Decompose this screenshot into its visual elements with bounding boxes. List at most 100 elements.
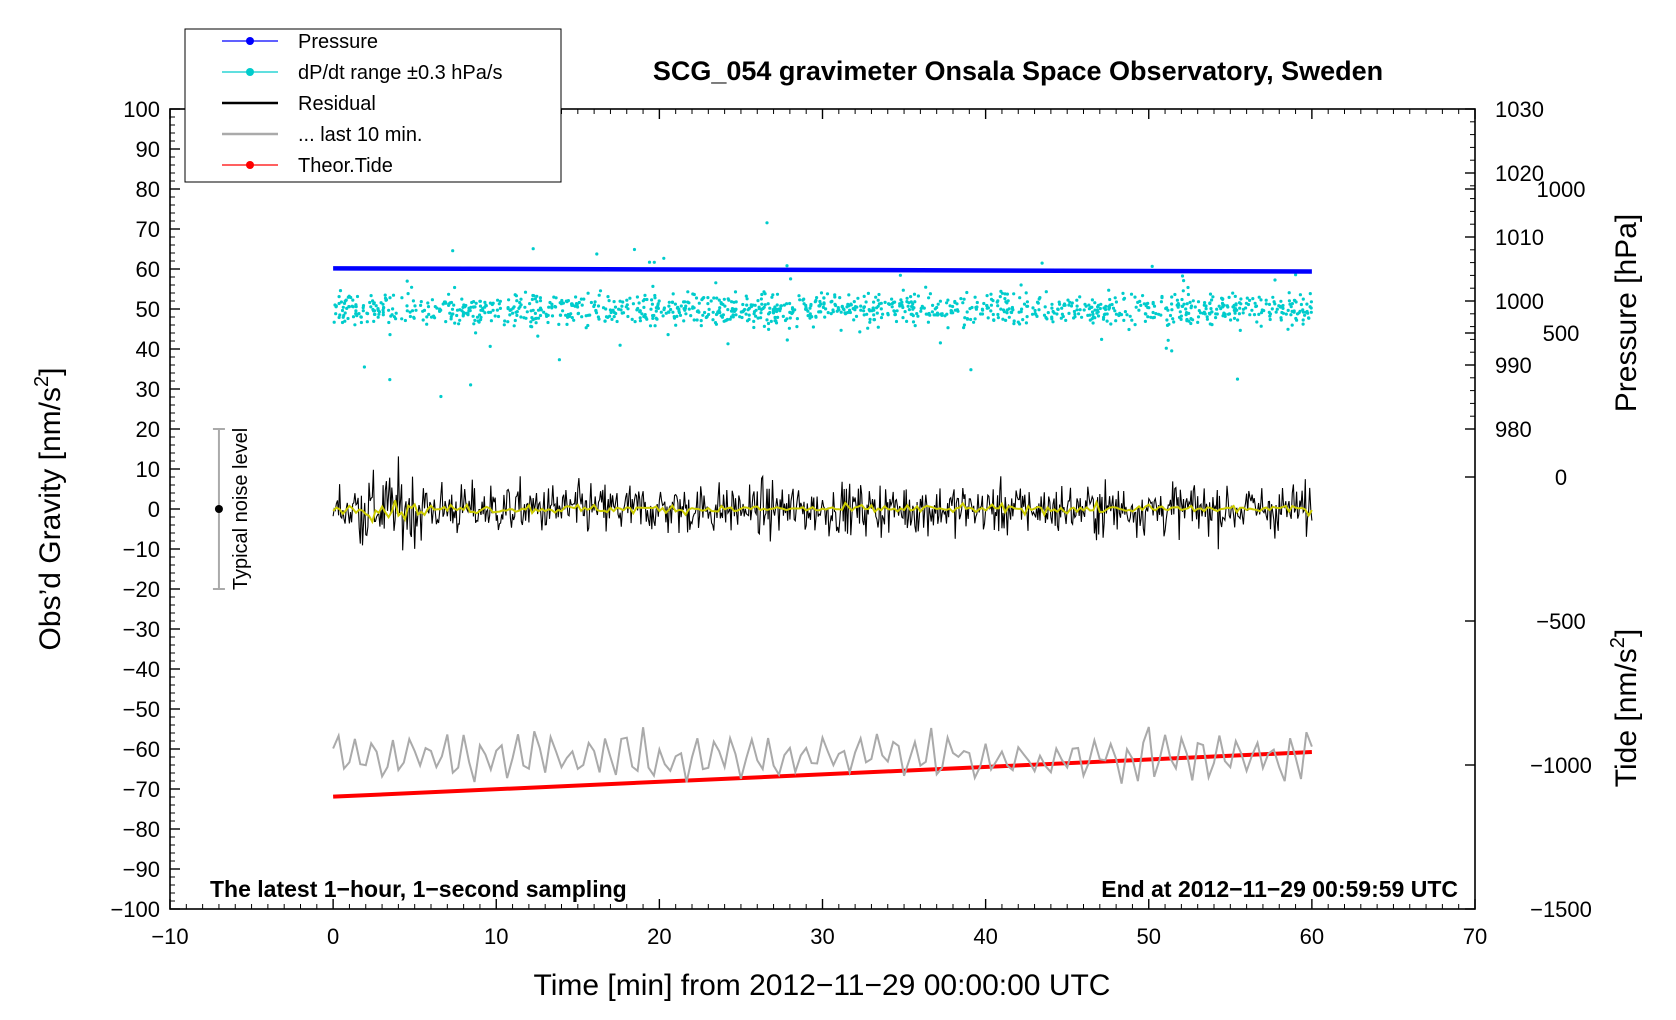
dpdt-point (893, 312, 898, 317)
dpdt-point (455, 313, 459, 318)
dpdt-point (338, 313, 342, 317)
dpdt-point (652, 260, 656, 264)
dpdt-point (683, 308, 687, 312)
dpdt-point (887, 302, 891, 306)
dpdt-point (515, 310, 519, 314)
dpdt-point (912, 306, 916, 310)
dpdt-point (645, 297, 649, 302)
dpdt-point (874, 295, 878, 299)
dpdt-point (1245, 296, 1249, 300)
dpdt-point (1128, 314, 1132, 318)
dpdt-point (463, 305, 467, 309)
dpdt-point (400, 317, 404, 321)
dpdt-point (351, 298, 355, 302)
dpdt-point (542, 310, 546, 314)
dpdt-point (506, 306, 510, 310)
dpdt-point (1069, 304, 1074, 308)
dpdt-point (989, 309, 993, 313)
dpdt-point (962, 297, 966, 301)
dpdt-point (1239, 297, 1243, 301)
dpdt-point (762, 324, 767, 328)
dpdt-point (1129, 292, 1134, 296)
dpdt-point (1214, 316, 1218, 320)
dpdt-point (721, 302, 725, 306)
dpdt-point (354, 309, 358, 313)
dpdt-point (529, 320, 533, 324)
dpdt-point (350, 304, 354, 308)
dpdt-point (788, 301, 792, 306)
dpdt-point (518, 301, 522, 305)
dpdt-point (1067, 303, 1071, 307)
dpdt-point (1100, 337, 1104, 341)
dpdt-point (1215, 312, 1219, 316)
dpdt-point (651, 316, 655, 320)
dpdt-point (1208, 301, 1212, 305)
dpdt-point (1308, 292, 1312, 296)
dpdt-point (1105, 319, 1109, 323)
dpdt-point (720, 315, 725, 319)
dpdt-point (732, 307, 736, 311)
dpdt-point (1040, 261, 1044, 265)
dpdt-point (783, 318, 788, 323)
dpdt-point (814, 298, 818, 303)
dpdt-point (1042, 313, 1047, 317)
legend-swatch-marker (246, 68, 254, 76)
dpdt-point (1012, 319, 1016, 323)
dpdt-point (512, 305, 516, 309)
y-axis-title-tide-main: Tide [nm/s (1610, 648, 1643, 787)
dpdt-point (872, 318, 877, 322)
dpdt-point (699, 324, 703, 328)
last-10-min-series (332, 726, 1313, 784)
dpdt-point (394, 317, 398, 321)
dpdt-point (992, 318, 996, 322)
dpdt-point (1136, 300, 1140, 304)
dpdt-point (1172, 320, 1176, 324)
dpdt-point (560, 298, 564, 303)
dpdt-point (345, 306, 349, 310)
dpdt-point (924, 285, 928, 289)
dpdt-point (532, 294, 536, 298)
dpdt-point (879, 307, 883, 311)
dpdt-point (546, 313, 550, 317)
dpdt-point (503, 319, 507, 323)
dpdt-point (804, 308, 809, 312)
dpdt-point (580, 303, 584, 307)
dpdt-point (1022, 302, 1027, 306)
dpdt-point (1088, 313, 1092, 317)
dpdt-point (619, 308, 623, 312)
dpdt-point (535, 300, 539, 304)
dpdt-point (412, 316, 416, 320)
dpdt-point (643, 293, 647, 297)
dpdt-point (892, 309, 896, 313)
dpdt-point (460, 297, 464, 301)
dpdt-point (558, 301, 562, 305)
dpdt-point (703, 310, 707, 315)
dpdt-point (607, 299, 611, 303)
dpdt-point (474, 301, 478, 305)
dpdt-point (377, 310, 381, 314)
dpdt-point (419, 300, 423, 304)
dpdt-point (513, 318, 517, 323)
dpdt-point (1289, 305, 1293, 309)
smoothed-residual-series (332, 499, 1313, 525)
y-tick-label: −50 (123, 697, 160, 722)
dpdt-point (1175, 298, 1179, 302)
dpdt-point (1290, 302, 1294, 306)
dpdt-point (912, 292, 917, 296)
dpdt-point (603, 319, 607, 323)
dpdt-point (1146, 301, 1150, 305)
dpdt-point (400, 296, 404, 300)
dpdt-point (625, 298, 629, 302)
dpdt-point (1007, 307, 1011, 311)
tide-tick-label: 1000 (1537, 177, 1586, 202)
dpdt-point (535, 294, 539, 298)
dpdt-point (1165, 318, 1169, 322)
dpdt-point (438, 307, 442, 311)
dpdt-point (1102, 315, 1106, 319)
dpdt-point (1003, 297, 1007, 301)
y-tick-label: −90 (123, 857, 160, 882)
dpdt-point (1125, 313, 1129, 317)
y-tick-label: 60 (136, 257, 160, 282)
dpdt-point (809, 304, 813, 308)
dpdt-point (405, 304, 409, 308)
